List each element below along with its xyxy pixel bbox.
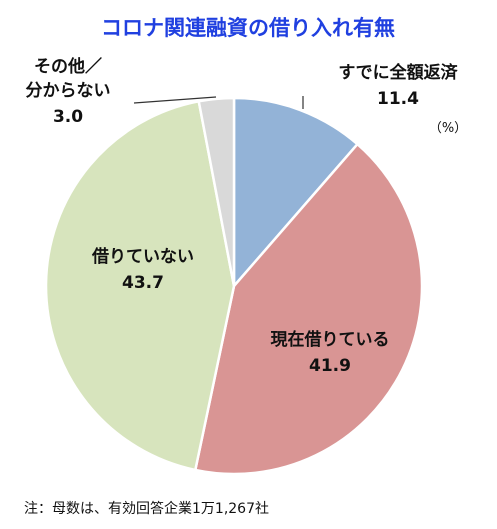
pie-slice-1 [232,96,360,290]
slice-value-1: 11.4 [377,89,419,109]
slice-label-1-line-1: すでに全額返済 [338,62,458,83]
leader-line-4 [133,96,217,104]
slice-label-4-line-1: その他／ [34,56,102,77]
pie-slice-3 [44,99,236,472]
slice-value-3: 43.7 [122,273,164,293]
chart-title: コロナ関連融資の借り入れ有無 [101,16,395,40]
unit-label: （%） [429,121,467,136]
slice-label-2-line-1: 現在借りている [271,329,390,350]
slice-labels: すでに全額返済 11.4 現在借りている 41.9 借りていない 43.7 その他／ 分からな… [26,56,459,376]
footnote: 注：母数は、有効回答企業1万1,267社 [24,500,269,517]
leader-lines [133,96,304,109]
pie-slices [44,96,424,476]
slice-label-3-line-1: 借りていない [91,246,194,267]
pie-slice-2 [193,142,424,476]
slice-label-4-line-2: 分からない [26,81,111,101]
slice-value-4: 3.0 [53,107,83,127]
slice-value-2: 41.9 [309,356,351,376]
pie-slice-4 [197,96,236,287]
